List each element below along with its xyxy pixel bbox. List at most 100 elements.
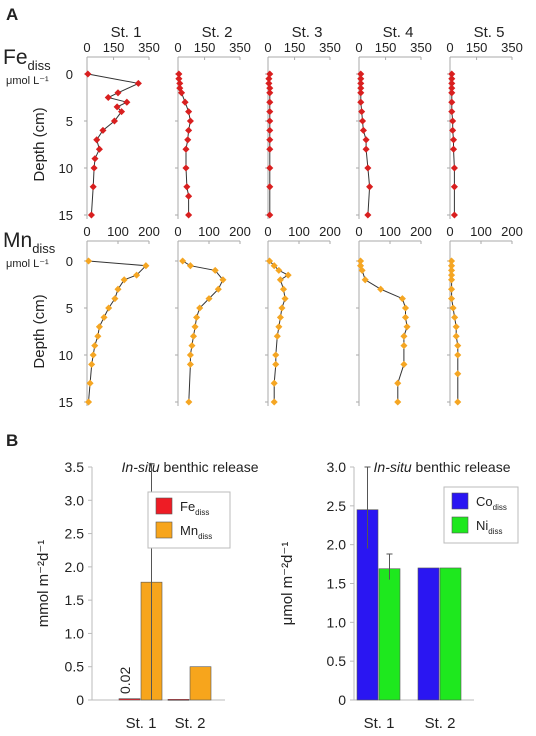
data-point	[366, 183, 374, 191]
data-point	[357, 84, 365, 92]
data-point	[188, 342, 196, 350]
data-point	[205, 295, 213, 303]
x-tick-label: 350	[319, 40, 341, 55]
data-point	[85, 398, 93, 406]
data-point	[357, 70, 365, 78]
data-point	[273, 332, 281, 340]
data-point	[105, 304, 113, 312]
y-axis-label: mmol m⁻²d⁻¹	[35, 540, 52, 628]
data-point	[265, 75, 273, 83]
x-tick-label: 150	[194, 40, 216, 55]
data-point	[186, 262, 194, 270]
data-point	[362, 145, 370, 153]
x-tick-label: 150	[103, 40, 125, 55]
x-tick-label: 0	[174, 224, 181, 239]
x-tick-label: 150	[284, 40, 306, 55]
y-tick-label: 5	[66, 301, 73, 316]
data-point	[448, 276, 456, 284]
y-tick-label: 0.5	[327, 653, 347, 669]
data-point	[183, 183, 191, 191]
x-tick-label: 350	[138, 40, 160, 55]
data-point	[114, 89, 122, 97]
legend-swatch	[155, 497, 173, 515]
data-point	[450, 183, 458, 191]
data-point	[377, 285, 385, 293]
data-point	[134, 79, 142, 87]
data-point	[219, 276, 227, 284]
data-point	[270, 379, 278, 387]
data-point	[448, 75, 456, 83]
x-tick-label: 200	[138, 224, 160, 239]
station-title: St. 1	[111, 24, 142, 41]
bar-ni	[439, 567, 462, 701]
row-label-mn: Mndiss	[3, 229, 56, 256]
data-point	[400, 342, 408, 350]
data-point	[452, 323, 460, 331]
data-point	[88, 360, 96, 368]
bar-co	[417, 567, 440, 701]
data-point	[185, 108, 193, 116]
legend-label-subscript: diss	[198, 532, 212, 541]
y-tick-label: 3.5	[65, 459, 85, 475]
category-label: St. 1	[364, 715, 395, 732]
category-label: St. 1	[126, 715, 157, 732]
data-point	[91, 342, 99, 350]
data-point	[401, 313, 410, 321]
data-point	[266, 117, 274, 125]
panel-a-letter: A	[6, 5, 18, 24]
data-point	[266, 98, 274, 106]
data-point	[179, 257, 187, 265]
data-point	[450, 136, 458, 144]
chart-title-rest: benthic release	[412, 459, 511, 475]
chart-title-italic: In-situ	[122, 459, 160, 475]
chart-title: In-situ benthic release	[374, 459, 511, 475]
data-point	[359, 117, 367, 125]
y-axis-label: Depth (cm)	[31, 107, 48, 181]
legend-label: Codiss	[476, 494, 507, 512]
data-point	[118, 108, 126, 116]
x-tick-label: 0	[83, 40, 90, 55]
y-tick-label: 0	[66, 254, 73, 269]
data-point	[448, 285, 456, 293]
data-point	[275, 323, 283, 331]
category-label: St. 2	[175, 715, 206, 732]
y-tick-label: 10	[59, 348, 73, 363]
bar-fe	[167, 699, 190, 701]
data-point	[90, 164, 98, 172]
data-point	[357, 98, 365, 106]
data-point	[357, 257, 365, 265]
data-point	[89, 183, 97, 191]
y-tick-label: 0.5	[65, 659, 85, 675]
y-tick-label: 15	[59, 208, 73, 223]
legend-label-subscript: diss	[493, 503, 507, 512]
y-tick-label: 1.0	[65, 625, 85, 641]
data-point	[357, 79, 365, 87]
data-point	[114, 285, 122, 293]
data-point	[364, 164, 372, 172]
data-point	[448, 70, 456, 78]
data-point	[448, 266, 456, 274]
y-tick-label: 5	[66, 114, 73, 129]
data-point	[142, 262, 150, 270]
data-point	[448, 257, 456, 265]
x-tick-label: 200	[410, 224, 432, 239]
x-tick-label: 150	[375, 40, 397, 55]
legend-label: Fediss	[180, 499, 209, 517]
data-point	[272, 360, 280, 368]
bar-mn	[189, 666, 212, 701]
x-tick-label: 200	[229, 224, 251, 239]
station-title: St. 2	[202, 24, 233, 41]
data-point	[175, 75, 183, 83]
y-tick-label: 1.0	[327, 614, 347, 630]
data-point	[358, 108, 366, 116]
profile-line-fe	[87, 73, 141, 216]
data-point	[362, 136, 370, 144]
x-tick-label: 150	[466, 40, 488, 55]
data-point	[266, 89, 274, 97]
data-point	[185, 192, 193, 200]
data-point	[189, 332, 198, 340]
data-point	[451, 313, 459, 321]
x-tick-label: 0	[446, 224, 453, 239]
row-label-fe: Fediss	[3, 46, 51, 73]
